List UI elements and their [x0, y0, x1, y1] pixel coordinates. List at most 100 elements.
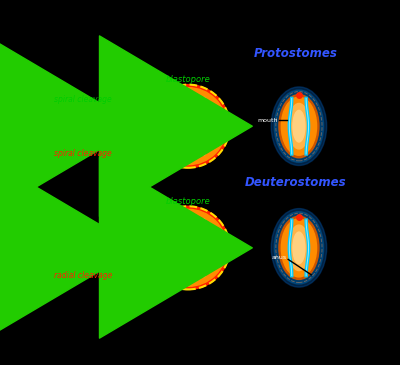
Circle shape	[176, 95, 181, 99]
Circle shape	[161, 106, 165, 110]
Circle shape	[214, 111, 218, 116]
Circle shape	[64, 228, 102, 267]
Circle shape	[146, 206, 230, 289]
Circle shape	[161, 264, 165, 268]
Polygon shape	[174, 234, 201, 255]
Circle shape	[189, 93, 194, 98]
Circle shape	[74, 253, 83, 261]
Circle shape	[156, 239, 160, 243]
Circle shape	[211, 142, 215, 146]
Circle shape	[214, 258, 218, 262]
Circle shape	[155, 246, 160, 250]
Text: radial cleavage: radial cleavage	[54, 271, 112, 280]
Circle shape	[211, 264, 215, 268]
Circle shape	[150, 88, 226, 165]
Circle shape	[206, 101, 211, 105]
Circle shape	[156, 118, 160, 122]
Circle shape	[206, 147, 211, 151]
Circle shape	[76, 112, 84, 120]
Circle shape	[156, 252, 160, 256]
Circle shape	[189, 215, 194, 219]
Circle shape	[170, 151, 175, 155]
Circle shape	[150, 210, 226, 287]
Circle shape	[68, 111, 99, 142]
Circle shape	[196, 153, 200, 158]
Circle shape	[206, 223, 211, 227]
Text: spiral cleavage: spiral cleavage	[54, 149, 112, 158]
Polygon shape	[172, 116, 200, 141]
Circle shape	[217, 124, 221, 128]
Circle shape	[146, 85, 230, 168]
Circle shape	[72, 236, 95, 260]
Circle shape	[170, 97, 175, 102]
Circle shape	[176, 153, 181, 158]
Circle shape	[189, 155, 194, 159]
Circle shape	[183, 215, 187, 219]
Circle shape	[161, 99, 215, 153]
Circle shape	[89, 241, 98, 249]
Circle shape	[74, 131, 83, 140]
Circle shape	[201, 151, 206, 155]
Circle shape	[76, 250, 81, 255]
Circle shape	[170, 219, 175, 223]
Circle shape	[216, 130, 220, 135]
Circle shape	[214, 233, 218, 238]
Text: blastopore: blastopore	[166, 197, 210, 206]
Circle shape	[216, 252, 220, 256]
Circle shape	[216, 118, 220, 122]
Circle shape	[76, 234, 84, 242]
Circle shape	[64, 228, 102, 267]
Ellipse shape	[293, 232, 305, 264]
Circle shape	[201, 97, 206, 102]
Ellipse shape	[288, 225, 309, 270]
Circle shape	[76, 241, 81, 246]
Circle shape	[80, 244, 87, 252]
Circle shape	[86, 119, 90, 124]
Circle shape	[201, 272, 206, 277]
Circle shape	[165, 223, 170, 227]
Circle shape	[64, 107, 102, 145]
Ellipse shape	[293, 110, 305, 142]
Circle shape	[84, 234, 92, 243]
Circle shape	[86, 250, 90, 255]
Circle shape	[189, 276, 194, 281]
Circle shape	[86, 128, 90, 133]
Circle shape	[176, 216, 181, 221]
Ellipse shape	[279, 216, 319, 280]
Circle shape	[156, 130, 160, 135]
Circle shape	[183, 276, 187, 281]
Circle shape	[170, 272, 175, 277]
Circle shape	[64, 107, 102, 145]
Circle shape	[183, 93, 187, 98]
Text: Deuterostomes: Deuterostomes	[245, 176, 347, 189]
Circle shape	[86, 241, 90, 245]
Circle shape	[155, 215, 221, 281]
Circle shape	[84, 112, 92, 121]
Ellipse shape	[281, 219, 316, 277]
Circle shape	[76, 119, 81, 124]
Ellipse shape	[288, 103, 309, 149]
Text: spiral cleavage: spiral cleavage	[54, 95, 112, 104]
Circle shape	[216, 239, 220, 243]
Ellipse shape	[271, 208, 327, 287]
Circle shape	[211, 228, 215, 232]
Circle shape	[183, 155, 187, 159]
Circle shape	[88, 249, 97, 257]
Circle shape	[68, 233, 99, 263]
Circle shape	[158, 233, 162, 238]
Text: mouth: mouth	[257, 118, 277, 123]
Circle shape	[217, 246, 221, 250]
Ellipse shape	[279, 95, 319, 158]
Circle shape	[70, 239, 78, 247]
Circle shape	[161, 142, 165, 146]
Circle shape	[155, 93, 221, 159]
Circle shape	[165, 101, 170, 105]
Ellipse shape	[274, 90, 324, 162]
Circle shape	[206, 269, 211, 273]
Circle shape	[211, 106, 215, 110]
Circle shape	[161, 221, 215, 275]
Circle shape	[69, 247, 78, 255]
Circle shape	[155, 124, 160, 128]
Circle shape	[196, 216, 200, 221]
Circle shape	[82, 254, 91, 262]
